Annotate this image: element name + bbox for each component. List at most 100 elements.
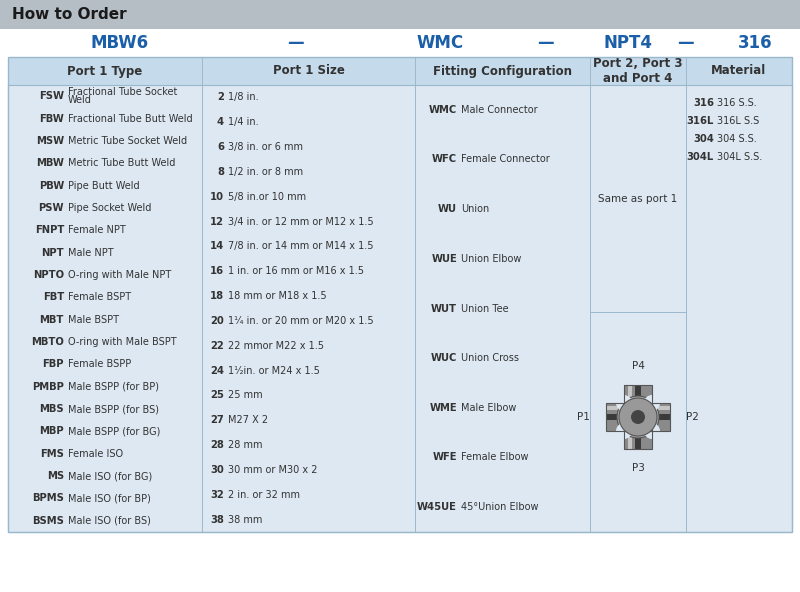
Text: PMBP: PMBP xyxy=(32,382,64,392)
Text: Union Tee: Union Tee xyxy=(461,304,509,314)
Text: WFC: WFC xyxy=(432,155,457,165)
Text: Material: Material xyxy=(711,65,766,78)
Text: FBT: FBT xyxy=(42,292,64,303)
Text: W45UE: W45UE xyxy=(417,502,457,512)
Text: P2: P2 xyxy=(686,412,699,422)
Text: 316L S.S: 316L S.S xyxy=(717,116,759,126)
FancyBboxPatch shape xyxy=(590,57,686,85)
Text: FMS: FMS xyxy=(40,449,64,459)
Text: 16: 16 xyxy=(210,266,224,276)
Text: 3/8 in. or 6 mm: 3/8 in. or 6 mm xyxy=(228,142,303,152)
Text: PSW: PSW xyxy=(38,203,64,213)
Text: WME: WME xyxy=(430,403,457,413)
Text: 316 S.S.: 316 S.S. xyxy=(717,98,757,108)
Text: 1/8 in.: 1/8 in. xyxy=(228,92,258,102)
FancyBboxPatch shape xyxy=(415,57,590,85)
Text: FSW: FSW xyxy=(39,91,64,101)
FancyBboxPatch shape xyxy=(0,29,800,57)
Text: 316L: 316L xyxy=(686,116,714,126)
Text: 6: 6 xyxy=(217,142,224,152)
Text: Male BSPP (for BP): Male BSPP (for BP) xyxy=(68,382,159,392)
FancyBboxPatch shape xyxy=(606,406,670,410)
Text: BPMS: BPMS xyxy=(32,494,64,503)
FancyBboxPatch shape xyxy=(606,414,670,420)
Text: Union: Union xyxy=(461,204,490,214)
Text: NPT4: NPT4 xyxy=(603,34,653,52)
Text: —: — xyxy=(286,34,303,52)
Text: Male ISO (for BG): Male ISO (for BG) xyxy=(68,471,152,481)
Text: O-ring with Male BSPT: O-ring with Male BSPT xyxy=(68,337,177,347)
Text: 316: 316 xyxy=(738,34,772,52)
Text: Same as port 1: Same as port 1 xyxy=(598,194,678,204)
Text: —: — xyxy=(677,34,694,52)
Text: 28 mm: 28 mm xyxy=(228,440,262,450)
Text: How to Order: How to Order xyxy=(12,7,126,22)
Text: 32: 32 xyxy=(210,490,224,500)
Text: Male ISO (for BS): Male ISO (for BS) xyxy=(68,516,151,526)
Text: Female ISO: Female ISO xyxy=(68,449,123,459)
Text: 14: 14 xyxy=(210,242,224,252)
Text: MS: MS xyxy=(47,471,64,481)
FancyBboxPatch shape xyxy=(635,385,641,449)
Text: 1¹⁄₄ in. or 20 mm or M20 x 1.5: 1¹⁄₄ in. or 20 mm or M20 x 1.5 xyxy=(228,316,374,326)
Text: Male Connector: Male Connector xyxy=(461,105,538,115)
Text: Union Elbow: Union Elbow xyxy=(461,254,522,264)
Text: Female BSPT: Female BSPT xyxy=(68,292,131,303)
Text: 38: 38 xyxy=(210,514,224,525)
Text: MBW: MBW xyxy=(36,158,64,168)
FancyBboxPatch shape xyxy=(8,85,792,532)
FancyBboxPatch shape xyxy=(202,57,415,85)
Text: Male BSPP (for BG): Male BSPP (for BG) xyxy=(68,426,160,436)
Circle shape xyxy=(619,398,657,436)
Circle shape xyxy=(617,396,659,438)
Text: WMC: WMC xyxy=(429,105,457,115)
Text: 27: 27 xyxy=(210,415,224,425)
FancyBboxPatch shape xyxy=(8,57,202,85)
Text: Weld: Weld xyxy=(68,95,92,105)
Text: 30 mm or M30 x 2: 30 mm or M30 x 2 xyxy=(228,465,318,475)
Text: WMC: WMC xyxy=(417,34,463,52)
Text: 25 mm: 25 mm xyxy=(228,390,262,400)
Text: 24: 24 xyxy=(210,366,224,375)
Text: 10: 10 xyxy=(210,192,224,202)
FancyBboxPatch shape xyxy=(624,385,652,449)
Text: 1 in. or 16 mm or M16 x 1.5: 1 in. or 16 mm or M16 x 1.5 xyxy=(228,266,364,276)
Text: 5/8 in.or 10 mm: 5/8 in.or 10 mm xyxy=(228,192,306,202)
Text: O-ring with Male NPT: O-ring with Male NPT xyxy=(68,270,171,280)
Text: 8: 8 xyxy=(217,167,224,177)
Text: 1/4 in.: 1/4 in. xyxy=(228,117,258,127)
Circle shape xyxy=(631,410,645,424)
Text: 30: 30 xyxy=(210,465,224,475)
Text: 1/2 in. or 8 mm: 1/2 in. or 8 mm xyxy=(228,167,303,177)
Text: P3: P3 xyxy=(631,463,645,473)
Text: 22 mmor M22 x 1.5: 22 mmor M22 x 1.5 xyxy=(228,341,324,350)
Circle shape xyxy=(644,395,660,411)
Text: Port 2, Port 3
and Port 4: Port 2, Port 3 and Port 4 xyxy=(594,57,682,85)
Circle shape xyxy=(616,423,632,439)
Text: Female NPT: Female NPT xyxy=(68,226,126,235)
Text: 12: 12 xyxy=(210,217,224,227)
Text: 304 S.S.: 304 S.S. xyxy=(717,134,757,144)
Text: MBT: MBT xyxy=(40,315,64,324)
Text: 18 mm or M18 x 1.5: 18 mm or M18 x 1.5 xyxy=(228,291,326,301)
Text: 304L: 304L xyxy=(686,152,714,162)
Text: 4: 4 xyxy=(217,117,224,127)
Text: Male ISO (for BP): Male ISO (for BP) xyxy=(68,494,151,503)
Text: BSMS: BSMS xyxy=(32,516,64,526)
Text: 7/8 in. or 14 mm or M14 x 1.5: 7/8 in. or 14 mm or M14 x 1.5 xyxy=(228,242,374,252)
Text: WFE: WFE xyxy=(433,452,457,462)
Text: Port 1 Size: Port 1 Size xyxy=(273,65,345,78)
Text: Male BSPP (for BS): Male BSPP (for BS) xyxy=(68,404,159,414)
Text: WU: WU xyxy=(438,204,457,214)
Text: Female BSPP: Female BSPP xyxy=(68,359,131,369)
Circle shape xyxy=(644,423,660,439)
Text: 20: 20 xyxy=(210,316,224,326)
Text: 3/4 in. or 12 mm or M12 x 1.5: 3/4 in. or 12 mm or M12 x 1.5 xyxy=(228,217,374,227)
Text: P1: P1 xyxy=(577,412,590,422)
Text: Metric Tube Socket Weld: Metric Tube Socket Weld xyxy=(68,136,187,146)
Text: PBW: PBW xyxy=(38,181,64,191)
Text: Union Cross: Union Cross xyxy=(461,353,519,363)
Text: Male BSPT: Male BSPT xyxy=(68,315,119,324)
Text: 45°Union Elbow: 45°Union Elbow xyxy=(461,502,538,512)
Text: MBW6: MBW6 xyxy=(91,34,149,52)
